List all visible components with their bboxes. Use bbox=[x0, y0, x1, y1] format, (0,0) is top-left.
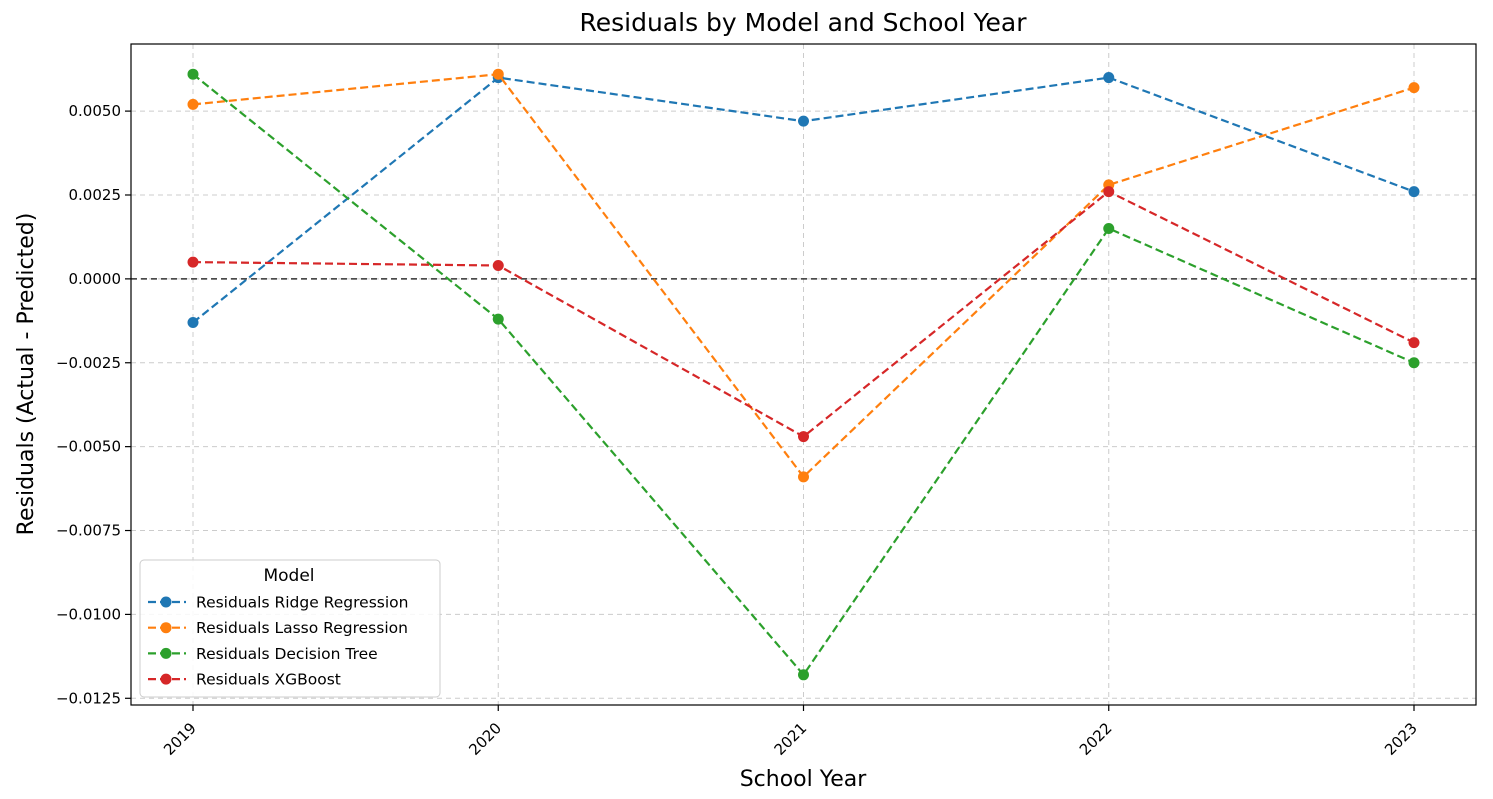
series-2-point-2020 bbox=[492, 313, 504, 325]
legend-marker-1 bbox=[160, 622, 172, 634]
x-tick-label-2021: 2021 bbox=[771, 719, 811, 759]
series-1-point-2021 bbox=[798, 471, 809, 483]
x-axis-title: School Year bbox=[740, 767, 868, 792]
series-2-point-2022 bbox=[1103, 223, 1115, 235]
legend-label-0: Residuals Ridge Regression bbox=[196, 594, 408, 612]
x-tick-label-2019: 2019 bbox=[160, 719, 200, 759]
y-axis-title: Residuals (Actual - Predicted) bbox=[14, 213, 39, 536]
y-tick-label-7: 0.0050 bbox=[69, 102, 122, 120]
series-0-point-2021 bbox=[798, 115, 809, 127]
series-1-point-2019 bbox=[187, 98, 199, 110]
x-tick-label-2022: 2022 bbox=[1076, 719, 1116, 759]
series-lines bbox=[187, 68, 1420, 681]
series-1-point-2020 bbox=[492, 68, 504, 80]
series-0-point-2023 bbox=[1408, 186, 1420, 198]
y-tick-label-4: −0.0025 bbox=[56, 354, 121, 372]
y-tick-label-6: 0.0025 bbox=[69, 186, 122, 204]
series-2-point-2023 bbox=[1408, 357, 1420, 369]
series-3-point-2020 bbox=[492, 259, 504, 271]
y-tick-label-1: −0.0100 bbox=[56, 605, 121, 623]
x-tick-label-2020: 2020 bbox=[465, 719, 505, 759]
legend-label-1: Residuals Lasso Regression bbox=[196, 619, 408, 637]
series-3-point-2022 bbox=[1103, 186, 1115, 198]
series-0-point-2022 bbox=[1103, 72, 1115, 84]
y-tick-label-3: −0.0050 bbox=[56, 438, 121, 456]
series-3-point-2019 bbox=[187, 256, 199, 268]
legend-marker-3 bbox=[160, 673, 172, 685]
legend-marker-2 bbox=[160, 647, 172, 659]
series-1-point-2023 bbox=[1408, 82, 1420, 94]
x-tick-label-2023: 2023 bbox=[1381, 719, 1421, 759]
legend-label-2: Residuals Decision Tree bbox=[196, 645, 378, 663]
series-2-point-2021 bbox=[798, 669, 809, 681]
series-3-point-2023 bbox=[1408, 337, 1420, 349]
series-3-point-2021 bbox=[798, 431, 809, 443]
y-tick-label-5: 0.0000 bbox=[69, 270, 122, 288]
y-tick-label-2: −0.0075 bbox=[56, 522, 121, 540]
series-0-point-2019 bbox=[187, 316, 199, 328]
legend-box bbox=[139, 559, 441, 698]
series-2-point-2019 bbox=[187, 68, 199, 80]
legend-marker-0 bbox=[160, 596, 172, 608]
chart-title: Residuals by Model and School Year bbox=[579, 8, 1027, 37]
legend: Model Residuals Ridge Regression Residuals… bbox=[139, 559, 441, 698]
legend-title: Model bbox=[263, 566, 314, 586]
y-tick-label-0: −0.0125 bbox=[56, 689, 121, 707]
legend-label-3: Residuals XGBoost bbox=[196, 671, 341, 689]
